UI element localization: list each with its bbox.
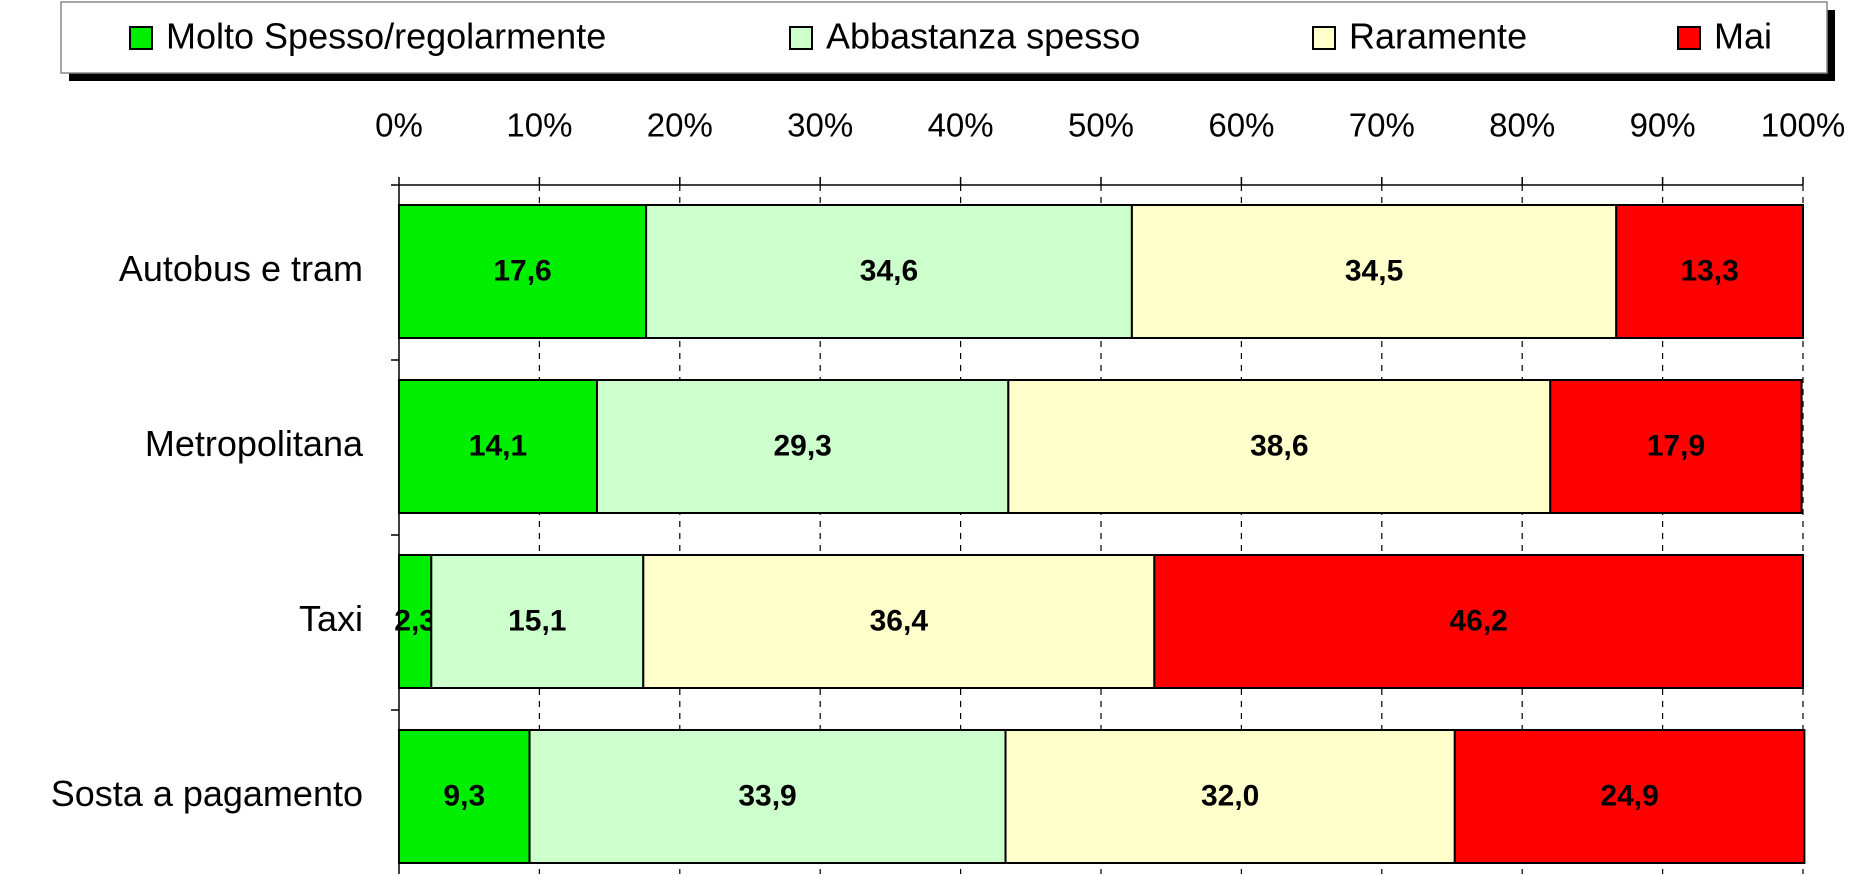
legend-label: Mai <box>1714 16 1772 57</box>
x-tick-label: 100% <box>1761 107 1845 144</box>
legend-swatch <box>789 26 813 50</box>
data-label: 13,3 <box>1680 254 1738 287</box>
x-tick-label: 80% <box>1489 107 1555 144</box>
legend-box <box>60 1 1828 74</box>
legend-swatch <box>1677 26 1701 50</box>
x-tick-label: 50% <box>1068 107 1134 144</box>
category-label: Metropolitana <box>145 423 364 464</box>
bar-segment <box>1549 379 1803 514</box>
data-label: 34,5 <box>1345 254 1403 287</box>
legend-swatch <box>129 26 153 50</box>
bar-segment <box>645 204 1133 339</box>
data-label: 32,0 <box>1201 779 1259 812</box>
x-tick-label: 70% <box>1349 107 1415 144</box>
bar-segment <box>1007 379 1552 514</box>
legend-label: Molto Spesso/regolarmente <box>166 16 606 57</box>
bar-segment <box>642 554 1156 689</box>
bar-segment <box>528 729 1007 864</box>
bar-segment <box>595 379 1010 514</box>
data-label: 38,6 <box>1250 429 1308 462</box>
data-label: 14,1 <box>469 429 527 462</box>
bar-segment <box>1453 729 1806 864</box>
data-label: 2,3 <box>394 604 436 637</box>
bar-segment <box>398 379 598 514</box>
x-tick-label: 60% <box>1208 107 1274 144</box>
x-tick-label: 90% <box>1630 107 1696 144</box>
x-tick-label: 30% <box>787 107 853 144</box>
bar-segment <box>1615 204 1804 339</box>
legend-label: Abbastanza spesso <box>826 16 1140 57</box>
data-label: 33,9 <box>738 779 796 812</box>
x-tick-label: 40% <box>928 107 994 144</box>
data-label: 46,2 <box>1449 604 1507 637</box>
bar-segment <box>398 204 648 339</box>
category-label: Autobus e tram <box>119 248 363 289</box>
data-label: 9,3 <box>443 779 485 812</box>
data-label: 29,3 <box>773 429 831 462</box>
x-tick-label: 10% <box>506 107 572 144</box>
category-label: Taxi <box>299 598 363 639</box>
category-label: Sosta a pagamento <box>51 773 363 814</box>
bar-segment <box>1004 729 1456 864</box>
data-label: 15,1 <box>508 604 566 637</box>
x-tick-label: 0% <box>375 107 423 144</box>
legend-swatch <box>1312 26 1336 50</box>
data-label: 24,9 <box>1600 779 1658 812</box>
data-label: 17,6 <box>493 254 551 287</box>
x-tick-label: 20% <box>647 107 713 144</box>
data-label: 17,9 <box>1647 429 1705 462</box>
data-label: 34,6 <box>860 254 918 287</box>
bar-segment <box>398 729 531 864</box>
bar-segment <box>430 554 645 689</box>
legend-label: Raramente <box>1349 16 1527 57</box>
bar-segment <box>398 554 433 689</box>
bar-segment <box>1153 554 1805 689</box>
data-label: 36,4 <box>870 604 929 637</box>
